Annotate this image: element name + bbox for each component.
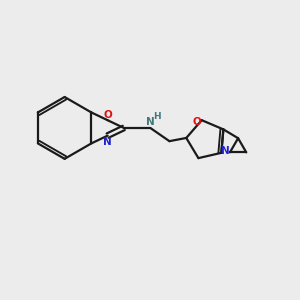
- Text: N: N: [221, 146, 230, 156]
- Text: H: H: [153, 112, 160, 121]
- Text: O: O: [103, 110, 112, 120]
- Text: N: N: [146, 117, 154, 127]
- Text: N: N: [103, 137, 111, 147]
- Text: O: O: [192, 117, 201, 127]
